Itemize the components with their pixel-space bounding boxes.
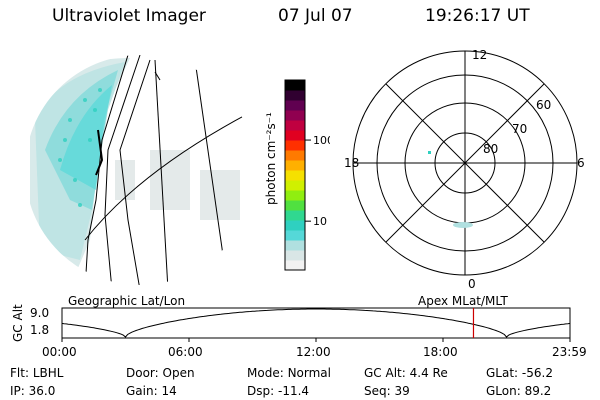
altitude-timeline: 9.0 1.8 GC Alt 00:00 06:00 12:00 18:00 2… xyxy=(11,304,587,359)
lat-label-80: 80 xyxy=(483,142,498,156)
mlt-label-12: 12 xyxy=(472,48,487,62)
timeline-frame xyxy=(61,307,571,339)
mlt-label-6: 6 xyxy=(577,156,585,170)
altitude-curve xyxy=(61,308,571,338)
colorbar-tick-label: 10 xyxy=(313,215,327,228)
footer-glon: GLon: 89.2 xyxy=(486,384,552,398)
colorbar-swatch xyxy=(285,100,305,111)
footer-ip: IP: 36.0 xyxy=(10,384,56,398)
colorbar-swatch xyxy=(285,260,305,271)
xtick-4: 23:59 xyxy=(552,345,587,359)
instrument-title: Ultraviolet Imager xyxy=(52,6,206,26)
colorbar-swatch xyxy=(285,220,305,231)
colorbar-swatch xyxy=(285,150,305,161)
colorbar-swatch xyxy=(285,230,305,241)
footer-gc-alt: GC Alt: 4.4 Re xyxy=(364,366,448,380)
time-label: 19:26:17 UT xyxy=(425,6,530,26)
colorbar-swatches xyxy=(285,80,305,271)
polar-plot: 12 18 6 0 60 70 80 xyxy=(344,48,585,290)
xtick-2: 12:00 xyxy=(296,345,331,359)
colorbar-swatch xyxy=(285,180,305,191)
footer-gain: Gain: 14 xyxy=(126,384,177,398)
footer-flt: Flt: LBHL xyxy=(10,366,64,380)
timeline-left-label: Geographic Lat/Lon xyxy=(68,294,186,308)
yaxis-title: GC Alt xyxy=(11,304,25,342)
colorbar-swatch xyxy=(285,200,305,211)
colorbar-tick-label: 100 xyxy=(313,134,330,147)
footer-seq: Seq: 39 xyxy=(364,384,410,398)
colorbar-swatch xyxy=(285,140,305,151)
xtick-1: 06:00 xyxy=(168,345,203,359)
footer-glat: GLat: -56.2 xyxy=(486,366,553,380)
colorbar-swatch xyxy=(285,240,305,251)
mlt-label-0: 0 xyxy=(468,277,476,290)
ytick-top: 9.0 xyxy=(30,306,49,320)
colorbar-swatch xyxy=(285,210,305,221)
colorbar-unit-label: photon cm⁻²s⁻¹ xyxy=(264,112,278,205)
lat-label-60: 60 xyxy=(536,98,551,112)
mlt-label-18: 18 xyxy=(344,156,359,170)
colorbar-swatch xyxy=(285,190,305,201)
colorbar-swatch xyxy=(285,110,305,121)
footer-door: Door: Open xyxy=(126,366,195,380)
lat-label-70: 70 xyxy=(512,122,527,136)
colorbar-swatch xyxy=(285,90,305,101)
colorbar-swatch xyxy=(285,250,305,261)
colorbar-swatch xyxy=(285,130,305,141)
xtick-0: 00:00 xyxy=(42,345,77,359)
date-label: 07 Jul 07 xyxy=(278,6,353,26)
footer-dsp: Dsp: -11.4 xyxy=(247,384,310,398)
colorbar-ticks: 100 10 xyxy=(305,134,330,228)
colorbar-swatch xyxy=(285,170,305,181)
colorbar-swatch xyxy=(285,120,305,131)
footer-mode: Mode: Normal xyxy=(247,366,331,380)
xtick-3: 18:00 xyxy=(423,345,458,359)
colorbar: 100 10 photon cm⁻²s⁻¹ xyxy=(264,79,330,271)
colorbar-swatch xyxy=(285,80,305,91)
earth-disk xyxy=(25,55,255,285)
ytick-bottom: 1.8 xyxy=(30,323,49,337)
timeline-right-label: Apex MLat/MLT xyxy=(418,294,508,308)
colorbar-swatch xyxy=(285,160,305,171)
